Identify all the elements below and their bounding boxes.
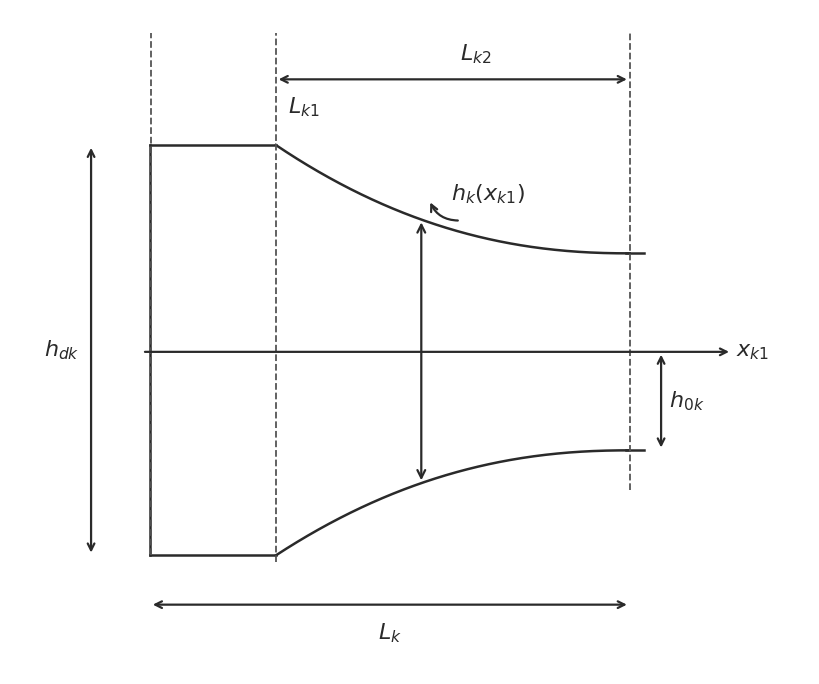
Text: $L_{k1}$: $L_{k1}$ [287, 95, 319, 119]
Text: $x_{k1}$: $x_{k1}$ [735, 342, 769, 362]
Text: $L_{k2}$: $L_{k2}$ [460, 42, 492, 66]
Text: $h_{0k}$: $h_{0k}$ [669, 389, 704, 413]
Text: $h_{dk}$: $h_{dk}$ [43, 339, 79, 362]
Text: $L_{k}$: $L_{k}$ [378, 621, 402, 645]
Text: $h_{k}(x_{k1})$: $h_{k}(x_{k1})$ [451, 183, 525, 206]
